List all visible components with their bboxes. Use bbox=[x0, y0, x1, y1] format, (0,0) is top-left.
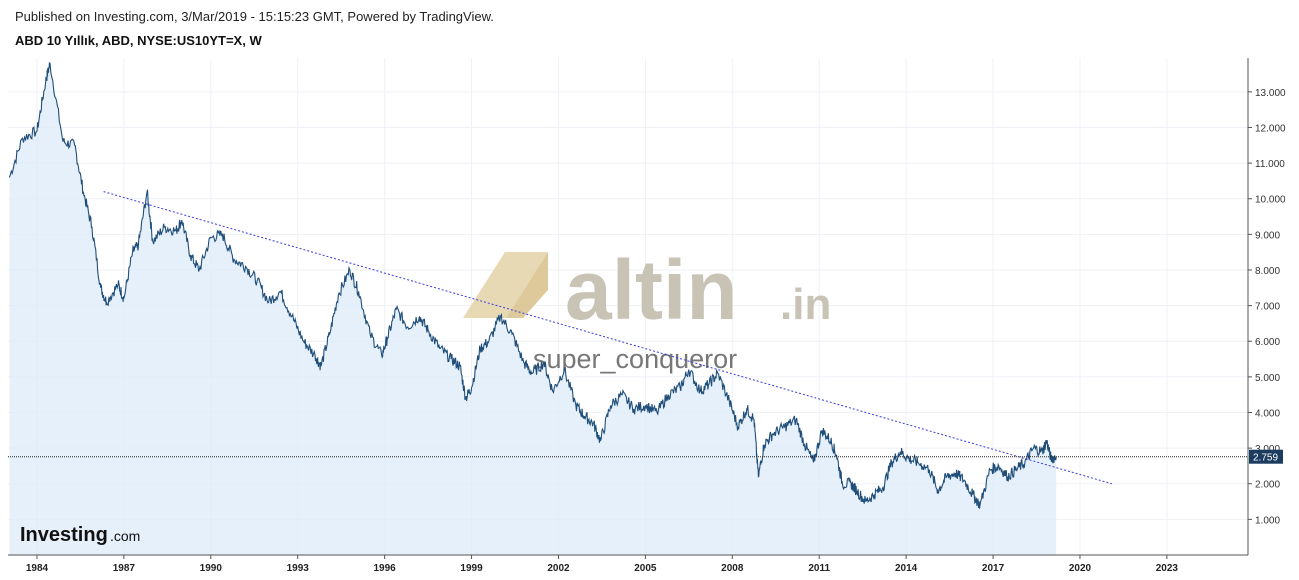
y-tick-label: 7.000 bbox=[1255, 302, 1280, 313]
y-tick-label: 12.000 bbox=[1255, 123, 1286, 134]
y-tick-label: 6.000 bbox=[1255, 337, 1280, 348]
x-axis: 1984 1987 1990 1993 1996 1999 2002 2005 2008 2011… bbox=[8, 554, 1248, 574]
y-tick-label: 5.000 bbox=[1255, 373, 1280, 384]
price-area bbox=[9, 62, 1057, 556]
y-tick-label: 4.000 bbox=[1255, 408, 1280, 419]
x-tick-label: 2008 bbox=[721, 563, 744, 574]
y-tick-label: 9.000 bbox=[1255, 230, 1280, 241]
x-tick-label: 1996 bbox=[374, 563, 397, 574]
y-axis: 1.000 2.000 3.000 4.000 5.000 6.000 7.000 8.000… bbox=[1247, 58, 1286, 555]
x-tick-label: 1993 bbox=[287, 563, 310, 574]
last-value-badge: 2.759 bbox=[1249, 449, 1283, 464]
logo-suffix: .com bbox=[110, 528, 140, 544]
logo-brand: Investing bbox=[20, 524, 108, 546]
watermark-site: altin bbox=[565, 243, 738, 337]
y-tick-label: 8.000 bbox=[1255, 266, 1280, 277]
x-tick-label: 2023 bbox=[1156, 563, 1179, 574]
y-tick-label: 3.000 bbox=[1255, 444, 1280, 455]
y-tick-label: 11.000 bbox=[1255, 159, 1285, 170]
x-tick-label: 2017 bbox=[982, 563, 1005, 574]
watermark-user: super_conqueror bbox=[533, 344, 737, 374]
last-value-label: 2.759 bbox=[1253, 453, 1278, 464]
x-tick-label: 2014 bbox=[895, 563, 918, 574]
symbol-title: ABD 10 Yıllık, ABD, NYSE:US10YT=X, W bbox=[15, 33, 262, 48]
x-tick-label: 2011 bbox=[808, 563, 830, 574]
x-tick-label: 1984 bbox=[26, 563, 49, 574]
x-tick-label: 1987 bbox=[113, 563, 136, 574]
watermark: altin .in super_conqueror bbox=[463, 243, 831, 374]
x-tick-label: 2005 bbox=[634, 563, 657, 574]
watermark-logo-icon bbox=[463, 252, 548, 318]
x-tick-label: 1999 bbox=[460, 563, 483, 574]
y-tick-label: 2.000 bbox=[1255, 480, 1280, 491]
y-tick-label: 13.000 bbox=[1255, 88, 1286, 99]
x-tick-label: 2002 bbox=[547, 563, 570, 574]
published-info: Published on Investing.com, 3/Mar/2019 -… bbox=[15, 9, 494, 24]
investing-logo: Investing .com bbox=[20, 524, 140, 546]
x-tick-label: 2020 bbox=[1069, 563, 1092, 574]
trendline bbox=[103, 191, 1112, 485]
x-tick-label: 1990 bbox=[200, 563, 223, 574]
watermark-site-suffix: .in bbox=[780, 280, 831, 329]
price-line bbox=[8, 62, 1057, 509]
y-tick-label: 1.000 bbox=[1255, 515, 1280, 526]
y-tick-label: 10.000 bbox=[1255, 195, 1286, 206]
